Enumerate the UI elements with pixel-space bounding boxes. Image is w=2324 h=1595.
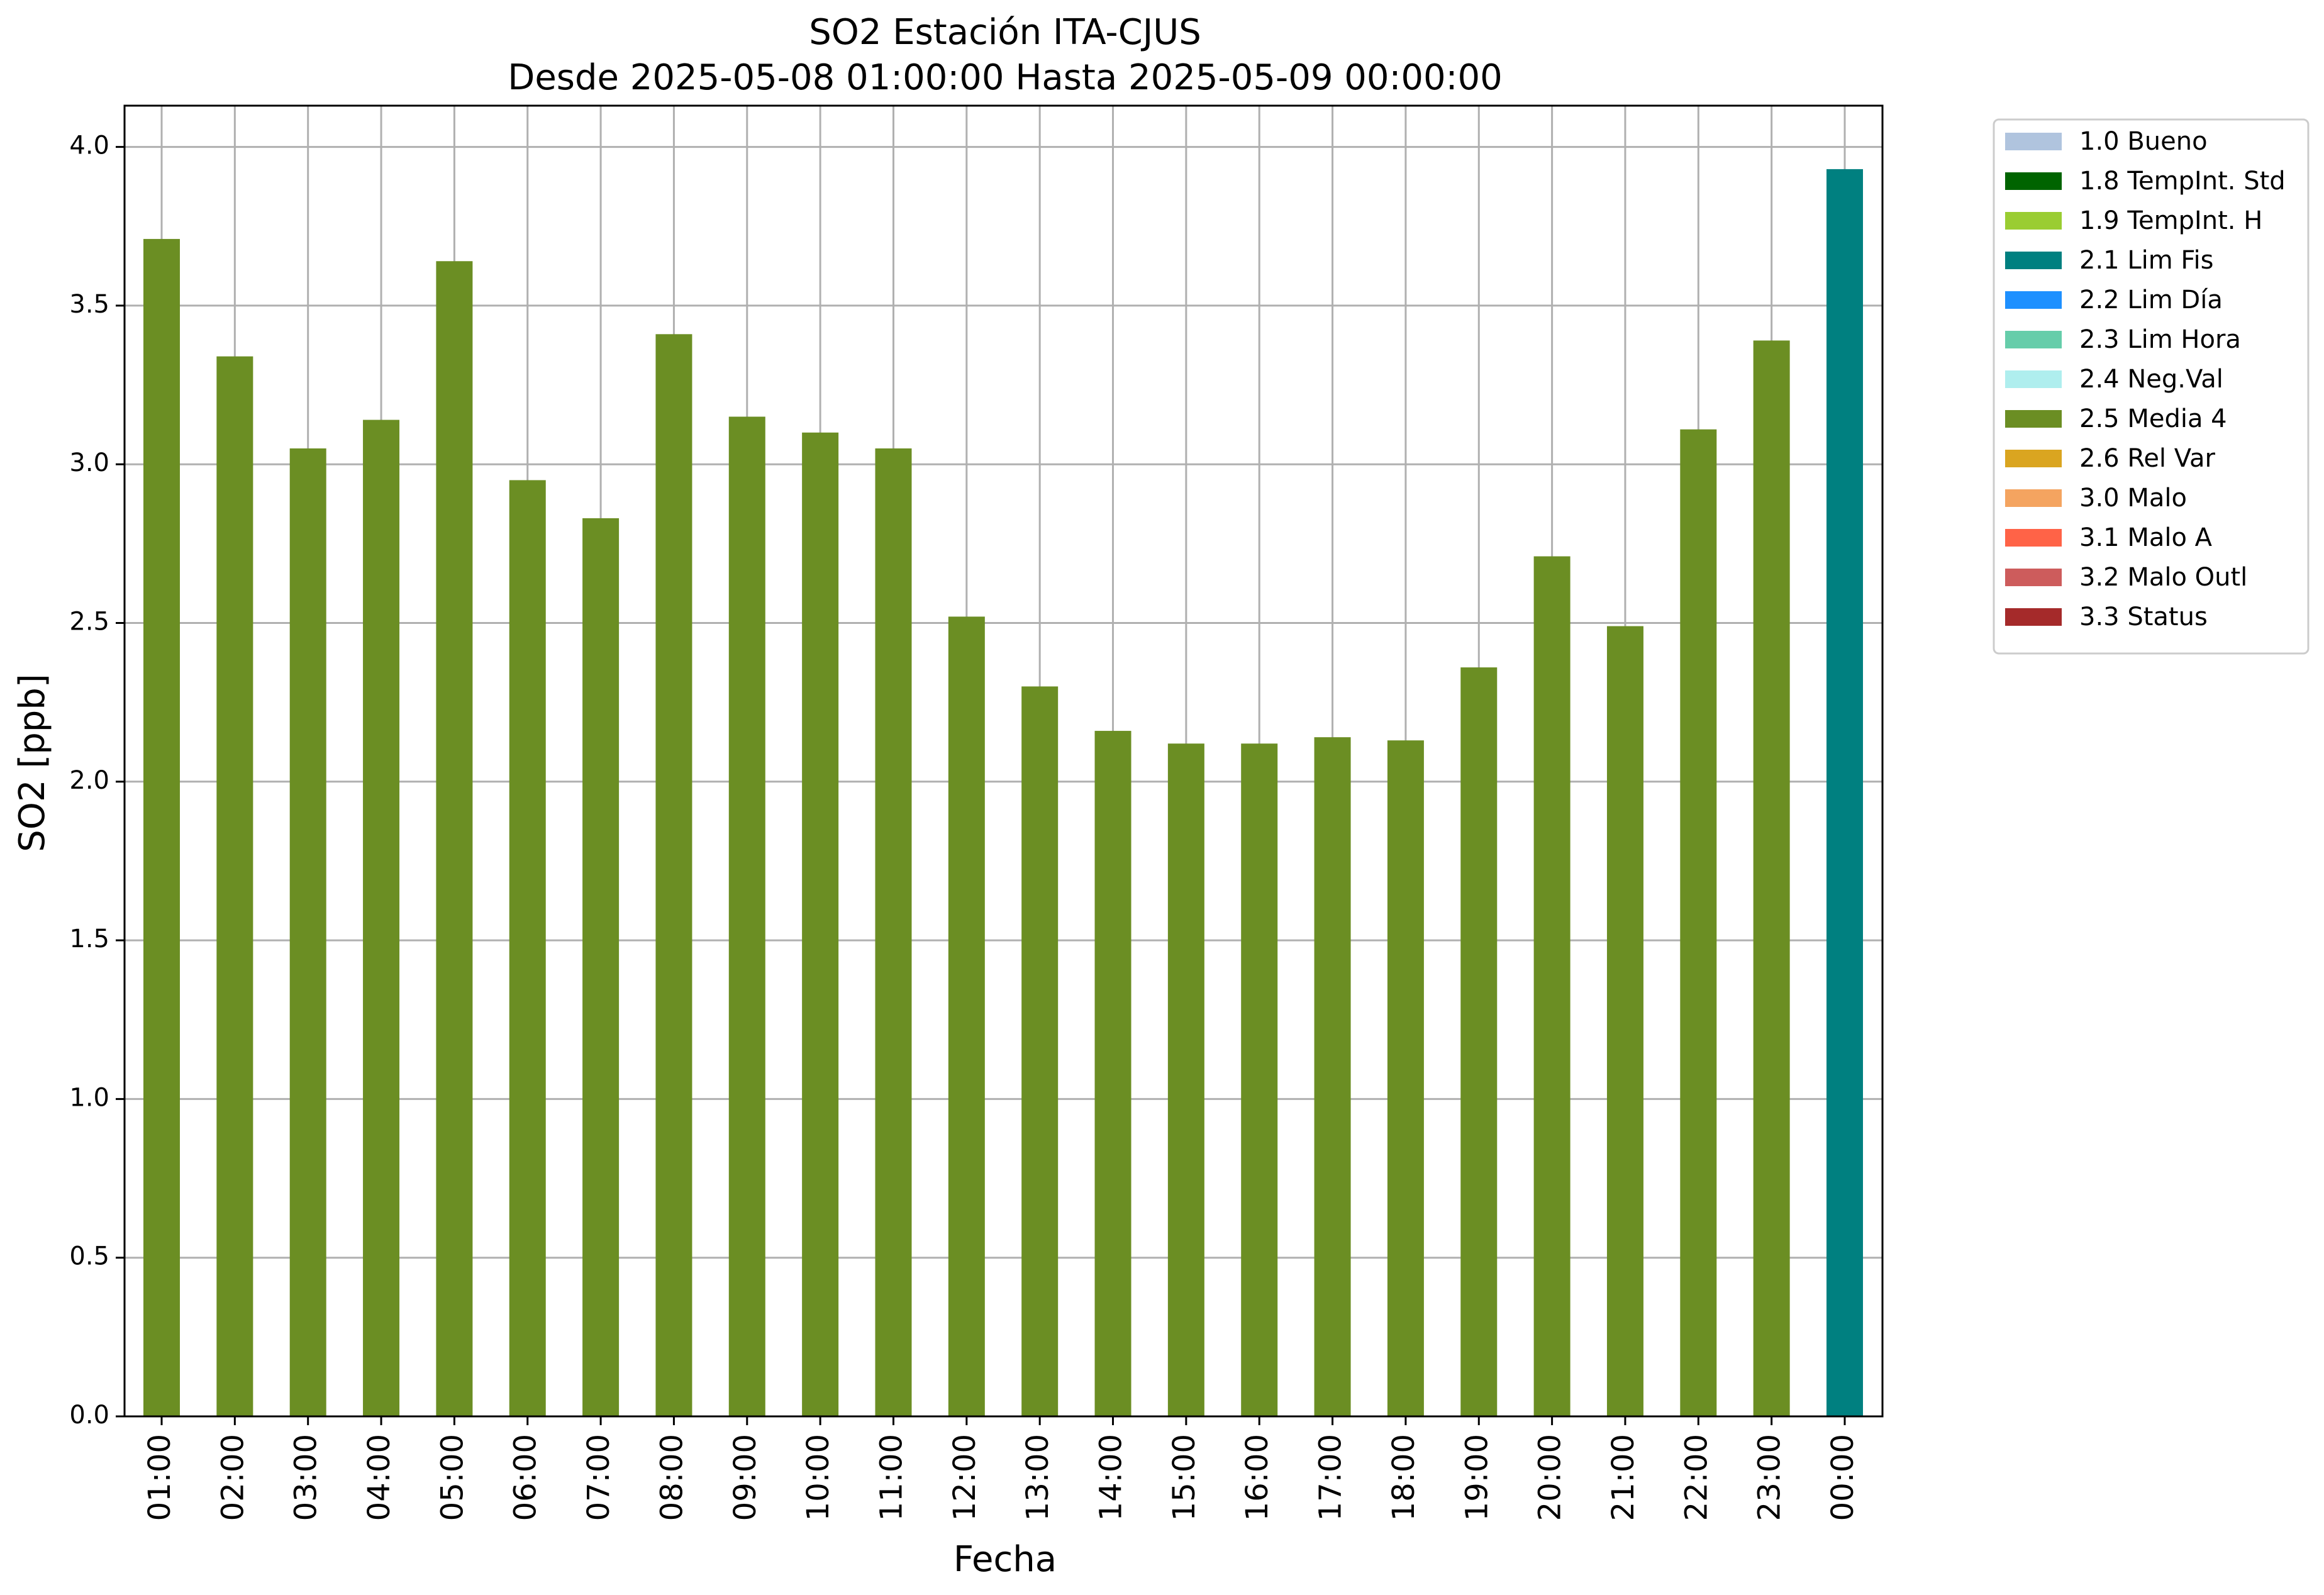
bar-04:00 xyxy=(363,420,400,1417)
y-tick-label: 0.0 xyxy=(69,1401,109,1430)
y-tick-label: 0.5 xyxy=(69,1242,109,1271)
legend-swatch xyxy=(2005,410,2062,428)
legend-swatch xyxy=(2005,331,2062,348)
bar-17:00 xyxy=(1314,737,1351,1416)
x-tick-label: 08:00 xyxy=(654,1434,689,1521)
x-tick-label: 07:00 xyxy=(581,1434,616,1521)
bar-11:00 xyxy=(875,448,912,1416)
x-tick-label: 20:00 xyxy=(1533,1434,1568,1521)
legend: 1.0 Bueno 1.8 TempInt. Std 1.9 TempInt. H 2… xyxy=(1993,118,2310,655)
y-tick-label: 1.0 xyxy=(69,1083,109,1112)
legend-label: 1.9 TempInt. H xyxy=(2079,206,2262,235)
legend-label: 2.2 Lim Día xyxy=(2079,286,2223,314)
y-tick-label: 2.5 xyxy=(69,607,109,636)
legend-swatch xyxy=(2005,370,2062,388)
x-tick-label: 15:00 xyxy=(1167,1434,1202,1521)
legend-label: 2.5 Media 4 xyxy=(2079,404,2227,433)
bar-02:00 xyxy=(216,356,253,1416)
bar-01:00 xyxy=(143,238,180,1417)
legend-swatch xyxy=(2005,252,2062,269)
legend-swatch xyxy=(2005,489,2062,507)
bars xyxy=(143,169,1863,1417)
x-axis: 01:00 02:00 03:00 04:00 05:00 06:00 07:00 08:00… xyxy=(142,1416,1860,1521)
x-tick-label: 00:00 xyxy=(1825,1434,1860,1521)
x-tick-label: 22:00 xyxy=(1679,1434,1714,1521)
plot-area: 0.0 0.5 1.0 1.5 2.0 2.5 3.0 3.5 4.0 01:00 02:00 03… xyxy=(69,104,1884,1521)
legend-label: 3.1 Malo A xyxy=(2079,523,2213,552)
bar-13:00 xyxy=(1021,686,1059,1416)
bar-20:00 xyxy=(1533,556,1571,1416)
legend-swatch xyxy=(2005,569,2062,586)
legend-label: 3.3 Status xyxy=(2079,603,2208,631)
x-tick-label: 05:00 xyxy=(435,1434,470,1521)
x-tick-label: 21:00 xyxy=(1606,1434,1641,1521)
bar-07:00 xyxy=(582,518,620,1416)
bar-05:00 xyxy=(436,261,473,1416)
legend-label: 2.4 Neg.Val xyxy=(2079,365,2223,394)
legend-frame xyxy=(1993,118,2310,655)
legend-label: 1.8 TempInt. Std xyxy=(2079,167,2286,196)
x-tick-label: 11:00 xyxy=(874,1434,909,1521)
x-tick-label: 03:00 xyxy=(289,1434,324,1521)
bar-16:00 xyxy=(1241,743,1278,1416)
legend-label: 3.0 Malo xyxy=(2079,484,2187,513)
bar-23:00 xyxy=(1753,340,1790,1417)
y-tick-label: 3.5 xyxy=(69,290,109,319)
y-tick-label: 2.0 xyxy=(69,766,109,795)
legend-swatch xyxy=(2005,133,2062,150)
x-tick-label: 02:00 xyxy=(215,1434,250,1521)
x-tick-label: 13:00 xyxy=(1020,1434,1055,1521)
x-tick-label: 18:00 xyxy=(1386,1434,1421,1521)
y-tick-label: 3.0 xyxy=(69,448,109,477)
chart-title: SO2 Estación ITA-CJUS xyxy=(809,12,1201,53)
x-tick-label: 17:00 xyxy=(1313,1434,1348,1521)
legend-swatch xyxy=(2005,291,2062,309)
x-tick-label: 16:00 xyxy=(1240,1434,1275,1521)
bar-12:00 xyxy=(948,616,985,1417)
bar-21:00 xyxy=(1606,626,1643,1416)
bar-15:00 xyxy=(1167,743,1204,1416)
legend-swatch xyxy=(2005,212,2062,230)
bar-22:00 xyxy=(1680,429,1717,1416)
bar-09:00 xyxy=(728,416,765,1416)
bar-06:00 xyxy=(509,480,546,1416)
x-tick-label: 19:00 xyxy=(1459,1434,1494,1521)
bar-19:00 xyxy=(1460,667,1498,1416)
x-tick-label: 10:00 xyxy=(801,1434,836,1521)
x-tick-label: 23:00 xyxy=(1752,1434,1787,1521)
bar-08:00 xyxy=(655,334,692,1416)
legend-swatch xyxy=(2005,529,2062,547)
y-tick-label: 4.0 xyxy=(69,131,109,160)
legend-label: 3.2 Malo Outl xyxy=(2079,563,2247,592)
legend-label: 2.6 Rel Var xyxy=(2079,444,2216,473)
x-tick-label: 12:00 xyxy=(947,1434,982,1521)
x-tick-label: 04:00 xyxy=(362,1434,397,1521)
legend-label: 2.1 Lim Fis xyxy=(2079,246,2213,275)
y-axis-label: SO2 [ppb] xyxy=(12,674,53,852)
bar-03:00 xyxy=(289,448,326,1416)
x-tick-label: 01:00 xyxy=(142,1434,177,1521)
bar-18:00 xyxy=(1387,740,1424,1416)
y-axis: 0.0 0.5 1.0 1.5 2.0 2.5 3.0 3.5 4.0 xyxy=(69,131,125,1430)
plot-frame xyxy=(123,104,1884,1418)
legend-swatch xyxy=(2005,608,2062,626)
x-tick-label: 06:00 xyxy=(508,1434,543,1521)
y-tick-label: 1.5 xyxy=(69,925,109,953)
x-tick-label: 14:00 xyxy=(1094,1434,1129,1521)
legend-swatch xyxy=(2005,450,2062,467)
bar-00:00 xyxy=(1826,169,1863,1416)
bar-10:00 xyxy=(802,432,839,1416)
x-axis-label: Fecha xyxy=(954,1539,1057,1580)
legend-swatch xyxy=(2005,172,2062,190)
bar-14:00 xyxy=(1094,731,1131,1416)
legend-label: 2.3 Lim Hora xyxy=(2079,325,2241,354)
legend-label: 1.0 Bueno xyxy=(2079,127,2208,156)
chart-subtitle: Desde 2025-05-08 01:00:00 Hasta 2025-05-… xyxy=(508,57,1503,98)
x-tick-label: 09:00 xyxy=(728,1434,763,1521)
